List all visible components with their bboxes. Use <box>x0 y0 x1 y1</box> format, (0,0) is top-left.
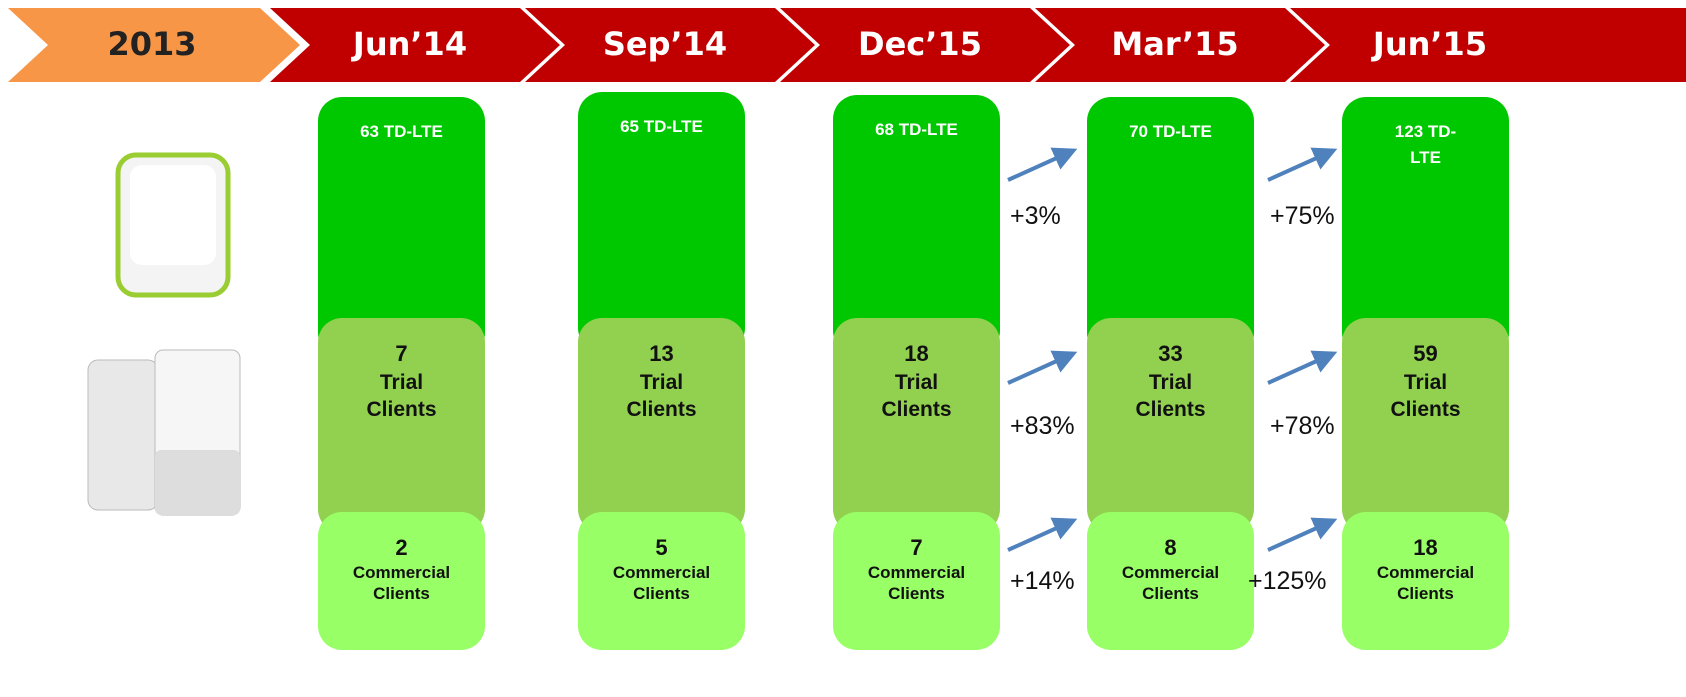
td-lte-box: 65 TD-LTE <box>578 92 745 352</box>
growth-label: +3% <box>1010 202 1061 230</box>
trial-box: 18 Trial Clients <box>833 318 1000 533</box>
growth-arrow <box>1007 147 1078 182</box>
commercial-count: 18 <box>1413 535 1438 560</box>
commercial-label: Clients <box>1142 583 1199 603</box>
commercial-count: 5 <box>655 535 668 560</box>
commercial-count: 8 <box>1164 535 1177 560</box>
timeline-chevron <box>780 8 1070 82</box>
growth-label: +14% <box>1010 567 1075 595</box>
td-lte-box: 63 TD-LTE <box>318 97 485 357</box>
trial-box: 13 Trial Clients <box>578 318 745 533</box>
commercial-box: 18 Commercial Clients <box>1342 512 1509 650</box>
growth-arrow <box>1007 517 1078 552</box>
commercial-label: Commercial <box>867 562 966 582</box>
growth-arrow <box>1007 350 1078 385</box>
trial-box: 33 Trial Clients <box>1087 318 1254 533</box>
commercial-box: 2 Commercial Clients <box>318 512 485 650</box>
td-lte-box: 70 TD-LTE <box>1087 97 1254 357</box>
growth-label: +125% <box>1248 567 1327 595</box>
commercial-box: 7 Commercial Clients <box>833 512 1000 650</box>
growth-label: +78% <box>1270 412 1335 440</box>
growth-arrow <box>1267 517 1338 552</box>
trial-count: 59 <box>1413 341 1438 366</box>
timeline-label: Jun’14 <box>351 25 467 63</box>
trial-count: 33 <box>1158 341 1183 366</box>
commercial-label: Clients <box>633 583 690 603</box>
timeline-chevron <box>1035 8 1325 82</box>
router-icon <box>115 152 231 298</box>
commercial-count: 7 <box>910 535 923 560</box>
trial-box: 7 Trial Clients <box>318 318 485 533</box>
growth-arrow <box>1267 350 1338 385</box>
cpe-icon <box>87 349 241 516</box>
trial-label: Trial <box>379 370 424 394</box>
commercial-label: Commercial <box>352 562 451 582</box>
trial-label: Clients <box>881 397 952 421</box>
commercial-count: 2 <box>395 535 408 560</box>
growth-label: +75% <box>1270 202 1335 230</box>
trial-label: Trial <box>894 370 939 394</box>
trial-label: Trial <box>1148 370 1193 394</box>
trial-box: 59 Trial Clients <box>1342 318 1509 533</box>
commercial-label: Clients <box>888 583 945 603</box>
timeline-chevron <box>270 8 560 82</box>
timeline-label: Jun’15 <box>1371 25 1487 63</box>
commercial-label: Commercial <box>1376 562 1475 582</box>
timeline-chevron <box>1290 8 1686 82</box>
timeline-label: Mar’15 <box>1111 25 1238 63</box>
trial-label: Clients <box>626 397 697 421</box>
growth-arrow <box>1267 147 1338 182</box>
commercial-box: 8 Commercial Clients <box>1087 512 1254 650</box>
commercial-label: Clients <box>373 583 430 603</box>
trial-label: Trial <box>639 370 684 394</box>
commercial-label: Commercial <box>1121 562 1220 582</box>
trial-label: Trial <box>1403 370 1448 394</box>
commercial-label: Clients <box>1397 583 1454 603</box>
timeline-label: Sep’14 <box>603 25 727 63</box>
trial-label: Clients <box>1135 397 1206 421</box>
trial-label: Clients <box>1390 397 1461 421</box>
trial-count: 13 <box>649 341 674 366</box>
commercial-label: Commercial <box>612 562 711 582</box>
timeline-chevron <box>8 8 300 82</box>
timeline-label: Dec’15 <box>858 25 982 63</box>
td-lte-box: 68 TD-LTE <box>833 95 1000 355</box>
timeline-label: 2013 <box>107 25 196 63</box>
trial-label: Clients <box>366 397 437 421</box>
trial-count: 7 <box>395 341 408 366</box>
td-lte-box: 123 TD-LTE <box>1342 97 1509 357</box>
trial-count: 18 <box>904 341 929 366</box>
commercial-box: 5 Commercial Clients <box>578 512 745 650</box>
growth-label: +83% <box>1010 412 1075 440</box>
timeline-chevron <box>525 8 815 82</box>
